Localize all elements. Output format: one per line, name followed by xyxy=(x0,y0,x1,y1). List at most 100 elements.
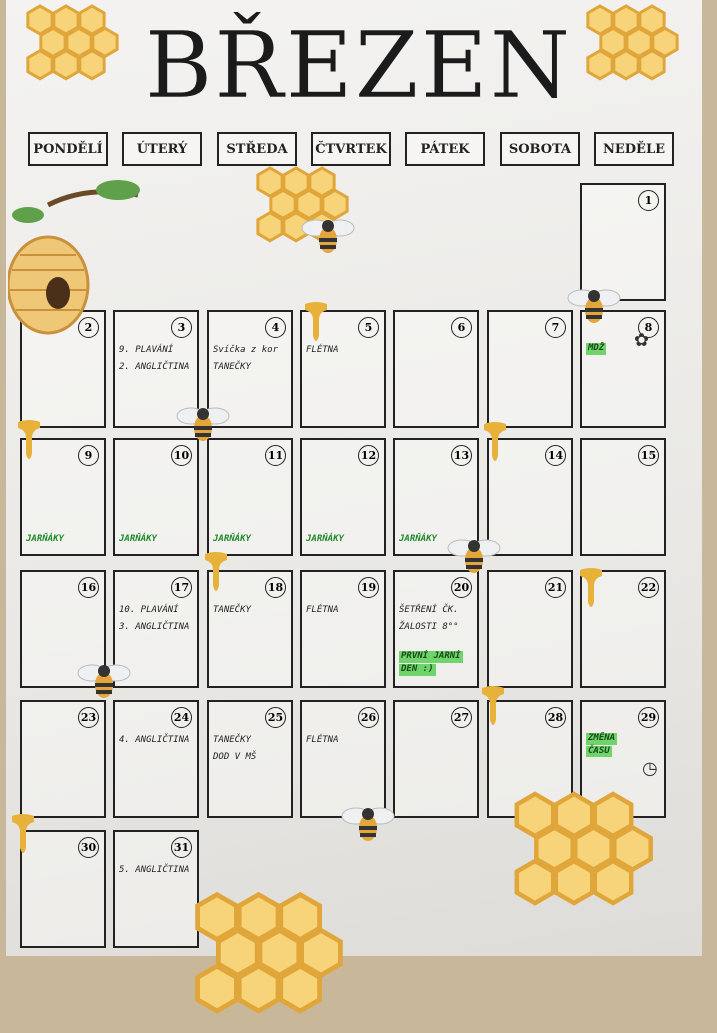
bee-icon xyxy=(566,280,622,334)
day-cell[interactable]: 6 xyxy=(393,310,479,428)
note-text: DOD V MŠ xyxy=(213,752,257,763)
day-number: 6 xyxy=(451,317,472,338)
day-cell[interactable]: 26 FLÉTNA xyxy=(300,700,386,818)
honeycomb-decoration xyxy=(20,0,130,94)
day-notes: FLÉTNA xyxy=(306,732,382,749)
day-cell[interactable]: 22 xyxy=(580,570,666,688)
day-cell[interactable]: 24 4. ANGLIČTINA xyxy=(113,700,199,818)
note-text: 4. ANGLIČTINA xyxy=(119,735,190,745)
day-cell[interactable]: 11 JARŇÁKY xyxy=(207,438,293,556)
bee-icon xyxy=(300,210,356,264)
day-cell[interactable]: 13 JARŇÁKY xyxy=(393,438,479,556)
day-number: 31 xyxy=(171,837,192,858)
day-cell[interactable]: 19 FLÉTNA xyxy=(300,570,386,688)
flower-icon: ✿ xyxy=(634,330,650,351)
bee-icon xyxy=(446,530,502,584)
honey-drip-icon xyxy=(12,814,34,862)
day-cell[interactable]: 9 JARŇÁKY xyxy=(20,438,106,556)
day-number: 17 xyxy=(171,577,192,598)
day-notes: 5. ANGLIČTINA xyxy=(119,862,195,879)
note-text: TANEČKY xyxy=(213,605,251,615)
note-text: ŽALOSTI 8°° xyxy=(399,622,459,633)
day-number: 10 xyxy=(171,445,192,466)
note-text: Svíčka z kor xyxy=(213,345,279,355)
highlighted-note: PRVNÍ JARNÍ xyxy=(399,651,463,663)
day-cell[interactable]: 1 xyxy=(580,183,666,301)
day-cell[interactable]: 10 JARŇÁKY xyxy=(113,438,199,556)
honey-drip-icon xyxy=(482,686,504,734)
day-number: 30 xyxy=(78,837,99,858)
note-text: 9. PLAVÁNÍ xyxy=(119,345,174,355)
day-cell[interactable]: 30 xyxy=(20,830,106,948)
highlighted-note: MDŽ xyxy=(586,343,607,355)
honeycomb-decoration xyxy=(185,885,361,1033)
honey-drip-icon xyxy=(205,552,227,600)
day-cell[interactable]: 27 xyxy=(393,700,479,818)
honey-drip-icon xyxy=(580,568,602,616)
day-notes: FLÉTNA xyxy=(306,602,382,619)
day-cell[interactable]: 23 xyxy=(20,700,106,818)
beehive-icon xyxy=(6,175,143,339)
day-number: 22 xyxy=(638,577,659,598)
weekday-header: PÁTEK xyxy=(405,132,485,166)
day-cell[interactable]: 12 JARŇÁKY xyxy=(300,438,386,556)
day-number: 8 xyxy=(638,317,659,338)
day-number: 11 xyxy=(265,445,286,466)
day-cell[interactable]: 21 xyxy=(487,570,573,688)
bee-icon xyxy=(76,655,132,709)
day-notes: 4. ANGLIČTINA xyxy=(119,732,195,749)
note-text: 2. ANGLIČTINA xyxy=(119,362,190,373)
day-cell[interactable]: 15 xyxy=(580,438,666,556)
day-cell[interactable]: 20 ŠETŘENÍ ČK. ŽALOSTI 8°° PRVNÍ JARNÍ DEN :… xyxy=(393,570,479,688)
day-number: 27 xyxy=(451,707,472,728)
day-number: 15 xyxy=(638,445,659,466)
day-number: 21 xyxy=(545,577,566,598)
note-text: FLÉTNA xyxy=(306,345,339,355)
day-number: 5 xyxy=(358,317,379,338)
day-notes: Svíčka z kor TANEČKY xyxy=(213,342,289,376)
honey-drip-icon xyxy=(484,422,506,470)
day-number: 14 xyxy=(545,445,566,466)
day-cell[interactable]: 8 ✿ MDŽ xyxy=(580,310,666,428)
day-number: 1 xyxy=(638,190,659,211)
day-cell[interactable]: 3 9. PLAVÁNÍ 2. ANGLIČTINA xyxy=(113,310,199,428)
day-number: 19 xyxy=(358,577,379,598)
weekday-header: SOBOTA xyxy=(500,132,580,166)
highlighted-note: ČASU xyxy=(586,745,612,758)
holiday-note: JARŇÁKY xyxy=(26,533,64,544)
weekday-header: PONDĚLÍ xyxy=(28,132,108,166)
day-number: 13 xyxy=(451,445,472,466)
day-cell[interactable]: 7 xyxy=(487,310,573,428)
note-text: 10. PLAVÁNÍ xyxy=(119,605,179,615)
day-cell[interactable]: 31 5. ANGLIČTINA xyxy=(113,830,199,948)
day-cell[interactable]: 25 TANEČKY DOD V MŠ xyxy=(207,700,293,818)
day-cell[interactable]: 14 xyxy=(487,438,573,556)
holiday-note: JARŇÁKY xyxy=(399,533,437,544)
day-number: 28 xyxy=(545,707,566,728)
day-number: 16 xyxy=(78,577,99,598)
day-number: 4 xyxy=(265,317,286,338)
day-number: 26 xyxy=(358,707,379,728)
note-text: 5. ANGLIČTINA xyxy=(119,865,190,875)
honeycomb-decoration xyxy=(580,0,690,94)
day-number: 24 xyxy=(171,707,192,728)
month-title: BŘEZEN xyxy=(144,12,573,120)
day-notes: MDŽ xyxy=(586,342,662,355)
day-number: 3 xyxy=(171,317,192,338)
day-notes: ZMĚNA ČASU xyxy=(586,732,662,758)
day-notes: ŠETŘENÍ ČK. ŽALOSTI 8°° PRVNÍ JARNÍ DEN :) xyxy=(399,602,475,676)
day-cell[interactable]: 4 Svíčka z kor TANEČKY xyxy=(207,310,293,428)
day-number: 23 xyxy=(78,707,99,728)
note-text: ŠETŘENÍ ČK. xyxy=(399,605,459,615)
day-notes: TANEČKY xyxy=(213,602,289,619)
day-cell[interactable]: 18 TANEČKY xyxy=(207,570,293,688)
bee-icon xyxy=(340,798,396,852)
weekday-header: ČTVRTEK xyxy=(311,132,391,166)
day-number: 29 xyxy=(638,707,659,728)
note-text: FLÉTNA xyxy=(306,605,339,615)
holiday-note: JARŇÁKY xyxy=(213,533,251,544)
note-text: 3. ANGLIČTINA xyxy=(119,622,190,633)
highlighted-note: ZMĚNA xyxy=(586,733,618,745)
day-number: 18 xyxy=(265,577,286,598)
note-text: TANEČKY xyxy=(213,362,251,373)
